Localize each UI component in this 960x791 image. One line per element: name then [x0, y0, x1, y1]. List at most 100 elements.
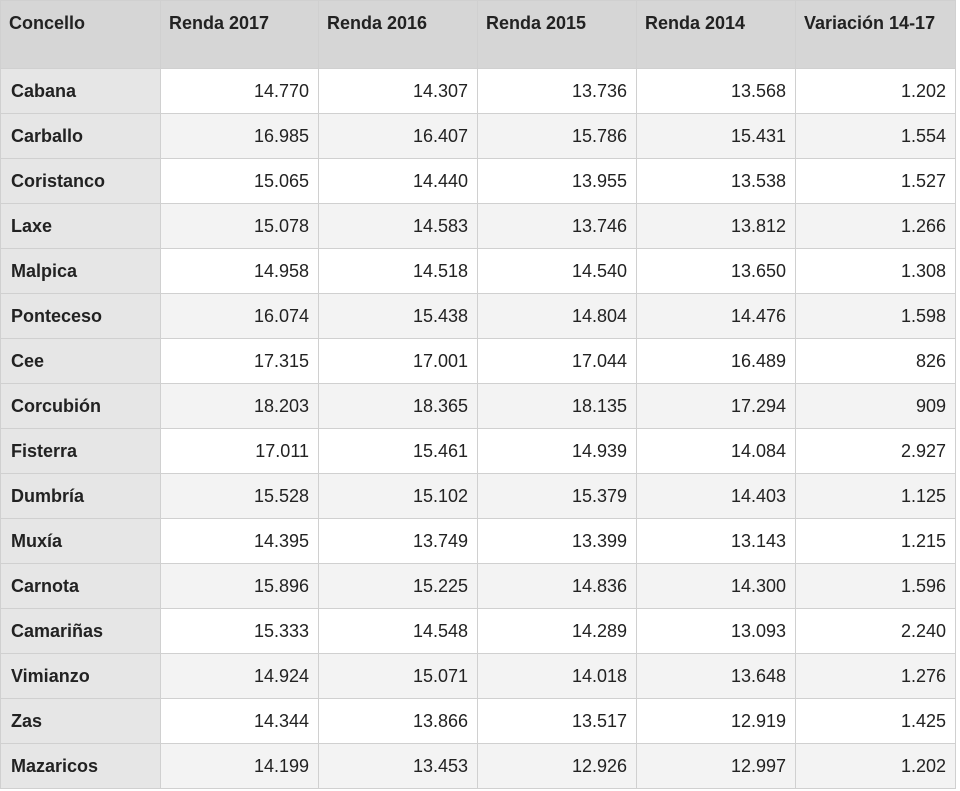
table-row: Coristanco 15.065 14.440 13.955 13.538 1.527: [0, 158, 956, 204]
cell: 15.333: [160, 608, 319, 654]
cell: 16.407: [318, 113, 478, 159]
row-label: Mazaricos: [0, 743, 161, 789]
cell: 15.528: [160, 473, 319, 519]
cell: 1.308: [795, 248, 956, 294]
column-header: Renda 2016: [318, 0, 478, 69]
column-header: Concello: [0, 0, 161, 69]
cell: 15.461: [318, 428, 478, 474]
row-label: Vimianzo: [0, 653, 161, 699]
table-row: Cee 17.315 17.001 17.044 16.489 826: [0, 338, 956, 384]
cell: 1.554: [795, 113, 956, 159]
cell: 17.001: [318, 338, 478, 384]
cell: 14.199: [160, 743, 319, 789]
cell: 14.440: [318, 158, 478, 204]
table-body: Cabana 14.770 14.307 13.736 13.568 1.202 Carba…: [0, 68, 956, 789]
cell: 13.746: [477, 203, 637, 249]
cell: 13.517: [477, 698, 637, 744]
cell: 1.215: [795, 518, 956, 564]
table-row: Vimianzo 14.924 15.071 14.018 13.648 1.276: [0, 653, 956, 699]
cell: 14.924: [160, 653, 319, 699]
cell: 13.399: [477, 518, 637, 564]
row-label: Dumbría: [0, 473, 161, 519]
table-row: Fisterra 17.011 15.461 14.939 14.084 2.927: [0, 428, 956, 474]
cell: 14.289: [477, 608, 637, 654]
column-header: Renda 2014: [636, 0, 796, 69]
column-header: Renda 2017: [160, 0, 319, 69]
row-label: Carballo: [0, 113, 161, 159]
cell: 1.125: [795, 473, 956, 519]
cell: 14.084: [636, 428, 796, 474]
cell: 16.074: [160, 293, 319, 339]
cell: 14.018: [477, 653, 637, 699]
row-label: Laxe: [0, 203, 161, 249]
row-label: Carnota: [0, 563, 161, 609]
row-label: Coristanco: [0, 158, 161, 204]
table-row: Carnota 15.896 15.225 14.836 14.300 1.596: [0, 563, 956, 609]
cell: 13.538: [636, 158, 796, 204]
cell: 2.240: [795, 608, 956, 654]
table-row: Corcubión 18.203 18.365 18.135 17.294 909: [0, 383, 956, 429]
cell: 15.896: [160, 563, 319, 609]
cell: 16.489: [636, 338, 796, 384]
cell: 13.749: [318, 518, 478, 564]
cell: 13.143: [636, 518, 796, 564]
cell: 826: [795, 338, 956, 384]
cell: 13.650: [636, 248, 796, 294]
cell: 13.453: [318, 743, 478, 789]
cell: 16.985: [160, 113, 319, 159]
cell: 1.425: [795, 698, 956, 744]
cell: 14.939: [477, 428, 637, 474]
cell: 15.102: [318, 473, 478, 519]
row-label: Camariñas: [0, 608, 161, 654]
table-row: Mazaricos 14.199 13.453 12.926 12.997 1.202: [0, 743, 956, 789]
table-row: Zas 14.344 13.866 13.517 12.919 1.425: [0, 698, 956, 744]
cell: 15.431: [636, 113, 796, 159]
cell: 14.548: [318, 608, 478, 654]
table-row: Camariñas 15.333 14.548 14.289 13.093 2.240: [0, 608, 956, 654]
cell: 17.315: [160, 338, 319, 384]
cell: 14.540: [477, 248, 637, 294]
cell: 15.379: [477, 473, 637, 519]
cell: 18.365: [318, 383, 478, 429]
cell: 13.812: [636, 203, 796, 249]
cell: 13.093: [636, 608, 796, 654]
cell: 15.078: [160, 203, 319, 249]
cell: 13.866: [318, 698, 478, 744]
row-label: Malpica: [0, 248, 161, 294]
cell: 1.598: [795, 293, 956, 339]
cell: 1.266: [795, 203, 956, 249]
cell: 2.927: [795, 428, 956, 474]
cell: 17.011: [160, 428, 319, 474]
cell: 14.958: [160, 248, 319, 294]
cell: 12.919: [636, 698, 796, 744]
row-label: Ponteceso: [0, 293, 161, 339]
cell: 15.438: [318, 293, 478, 339]
cell: 13.648: [636, 653, 796, 699]
cell: 14.770: [160, 68, 319, 114]
cell: 1.276: [795, 653, 956, 699]
table-row: Ponteceso 16.074 15.438 14.804 14.476 1.598: [0, 293, 956, 339]
cell: 14.836: [477, 563, 637, 609]
cell: 14.307: [318, 68, 478, 114]
table-row: Dumbría 15.528 15.102 15.379 14.403 1.125: [0, 473, 956, 519]
table-row: Muxía 14.395 13.749 13.399 13.143 1.215: [0, 518, 956, 564]
cell: 1.596: [795, 563, 956, 609]
cell: 13.736: [477, 68, 637, 114]
cell: 15.071: [318, 653, 478, 699]
cell: 1.202: [795, 743, 956, 789]
cell: 17.044: [477, 338, 637, 384]
cell: 14.300: [636, 563, 796, 609]
column-header: Variación 14-17: [795, 0, 956, 69]
table-row: Laxe 15.078 14.583 13.746 13.812 1.266: [0, 203, 956, 249]
cell: 14.395: [160, 518, 319, 564]
cell: 18.203: [160, 383, 319, 429]
row-label: Cee: [0, 338, 161, 384]
cell: 14.476: [636, 293, 796, 339]
cell: 14.403: [636, 473, 796, 519]
cell: 14.583: [318, 203, 478, 249]
cell: 13.955: [477, 158, 637, 204]
cell: 13.568: [636, 68, 796, 114]
cell: 15.225: [318, 563, 478, 609]
